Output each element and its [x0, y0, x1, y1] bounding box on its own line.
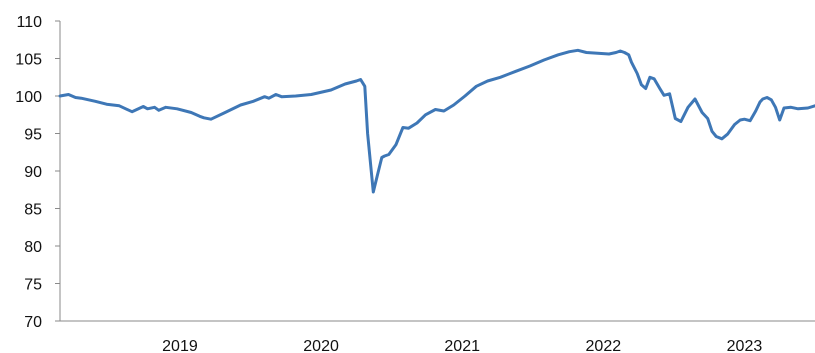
- x-axis: 2019 2020 2021 2022 2023: [60, 320, 815, 353]
- y-tick-label: 90: [24, 164, 42, 181]
- series-layer: [58, 48, 815, 194]
- y-tick-label: 105: [15, 52, 42, 69]
- x-tick-label: 2023: [727, 338, 763, 353]
- x-tick-label: 2021: [444, 338, 480, 353]
- y-tick-label: 100: [15, 89, 42, 106]
- y-tick-label: 75: [24, 277, 42, 294]
- y-axis: 70 75 80 85 90 95 100 105 110: [15, 14, 61, 331]
- x-tick-label: 2020: [303, 338, 339, 353]
- series-line: [58, 48, 815, 194]
- x-tick-label: 2022: [586, 338, 622, 353]
- y-tick-label: 110: [16, 14, 42, 31]
- y-tick-label: 80: [24, 239, 42, 256]
- y-tick-label: 70: [24, 314, 42, 331]
- x-tick-label: 2019: [162, 338, 198, 353]
- y-tick-label: 95: [24, 127, 42, 144]
- y-tick-label: 85: [24, 202, 42, 219]
